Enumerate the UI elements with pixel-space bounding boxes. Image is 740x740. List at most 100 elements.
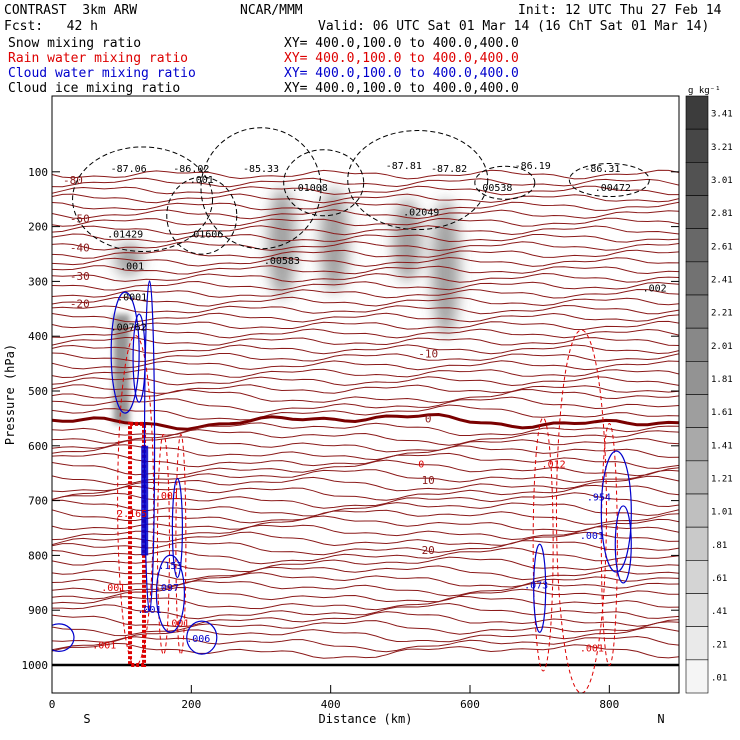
temperature-contour-line <box>52 272 679 283</box>
colorbar-label: 2.41 <box>711 275 733 285</box>
temperature-contour-line <box>52 459 679 477</box>
temperature-contour-line <box>52 344 679 355</box>
series-value-label: .006 <box>186 634 210 645</box>
legend-cloudice-label: Cloud ice mixing ratio <box>8 81 181 96</box>
colorbar-swatch <box>685 593 709 627</box>
temperature-contour-line <box>52 193 679 204</box>
series-value-label: .00583 <box>264 256 300 267</box>
model-name: CONTRAST 3km ARW <box>4 3 138 18</box>
series-value-label: .00762 <box>111 323 147 334</box>
cloud-water-contour <box>186 620 218 655</box>
temperature-contour-line <box>52 547 679 565</box>
temperature-label: -10 <box>418 348 438 361</box>
y-axis-label: Pressure (hPa) <box>3 344 17 445</box>
colorbar-label: 3.41 <box>711 110 733 120</box>
cloud-ice-contour <box>72 146 214 252</box>
legend-snow-xy: XY= 400.0,100.0 to 400.0,400.0 <box>284 36 519 51</box>
forecast-hour: Fcst: 42 h <box>4 19 98 34</box>
series-value-label: .153 <box>158 561 182 572</box>
series-value-label: .097 <box>155 583 179 594</box>
temperature-contour-line <box>52 360 679 371</box>
rain-contours <box>117 329 618 693</box>
series-value-label: .001 <box>190 175 214 186</box>
temperature-contour-line <box>52 265 679 275</box>
temperature-contour-line <box>52 452 679 469</box>
temperature-contour-line <box>52 296 679 307</box>
cloud-water-contours <box>52 280 632 655</box>
colorbar-swatch <box>685 493 709 528</box>
temperature-contour-line <box>52 499 679 517</box>
temperature-contour-line <box>52 280 679 291</box>
colorbar-swatch <box>685 526 709 561</box>
temperature-contour-line <box>52 201 679 211</box>
cloud-water-contour <box>614 505 632 584</box>
series-value-label: .00472 <box>595 183 631 194</box>
temperature-contour-line <box>52 635 679 653</box>
series-value-label: .001 <box>101 583 125 594</box>
rain-contour <box>175 433 187 655</box>
colorbar-label: .21 <box>711 640 727 650</box>
rain-contour <box>532 417 554 672</box>
cloud-ice-contour <box>200 127 322 250</box>
temperature-contour-line <box>52 312 679 323</box>
colorbar-label: .41 <box>711 607 727 617</box>
cloud-ice-contour <box>568 163 650 198</box>
temperature-contour-line <box>52 288 679 299</box>
temperature-contour-line <box>52 531 679 547</box>
series-value-label: .001 <box>580 643 604 654</box>
cloud-water-contour <box>600 450 632 573</box>
series-value-label: .01008 <box>292 183 328 194</box>
y-tick-label: 400 <box>28 330 48 343</box>
colorbar-unit: g kg⁻¹ <box>688 86 721 96</box>
temperature-contour-line <box>52 422 679 436</box>
colorbar-label: 1.21 <box>711 474 733 484</box>
legend-cloudice-xy: XY= 400.0,100.0 to 400.0,400.0 <box>284 81 519 96</box>
temperature-label: 10 <box>422 474 435 487</box>
series-value-label: 2.165 <box>117 509 147 520</box>
temperature-contour-line <box>52 475 679 493</box>
colorbar-label: 3.21 <box>711 143 733 153</box>
y-tick-label: 200 <box>28 221 48 234</box>
temperature-contour-line <box>52 540 679 556</box>
colorbar-swatch <box>685 361 709 395</box>
temperature-contour-line <box>52 565 679 581</box>
x-tick-label: 0 <box>49 698 56 711</box>
series-value-label: .001 <box>580 531 604 542</box>
temperature-contour-line <box>52 249 679 259</box>
series-value-label: -87.06 <box>111 164 147 175</box>
colorbar-swatch <box>685 460 709 495</box>
temperature-contour-line <box>52 515 679 533</box>
temperature-contour-line <box>52 304 679 315</box>
cloud-ice-contour <box>283 149 365 217</box>
temperature-contour-line <box>52 509 679 525</box>
x-tick-label: 600 <box>460 698 480 711</box>
x-end-label-right: N <box>657 712 664 726</box>
series-value-label: .0001 <box>117 293 147 304</box>
temperature-contour-line <box>52 436 679 453</box>
colorbar-label: 2.01 <box>711 342 733 352</box>
temperature-contour-line <box>52 177 679 188</box>
temperature-contour-line <box>52 444 679 461</box>
init-time: Init: 12 UTC Thu 27 Feb 14 <box>518 3 722 18</box>
y-tick-label: 900 <box>28 604 48 617</box>
series-value-label: .00538 <box>476 183 512 194</box>
temperature-contour-line <box>52 169 679 180</box>
series-value-label: .012 <box>542 460 566 471</box>
rain-contour <box>600 422 618 666</box>
snow-mark <box>320 188 349 293</box>
temperature-contour-line <box>52 352 679 362</box>
temperature-contour-line <box>52 429 679 446</box>
colorbar-swatch <box>685 228 709 263</box>
temperature-contour-line <box>52 233 679 243</box>
colorbar-label: .01 <box>711 673 727 683</box>
series-value-label: .001 <box>120 261 144 272</box>
legend-cloudwater-xy: XY= 400.0,100.0 to 400.0,400.0 <box>284 66 519 81</box>
y-tick-label: 800 <box>28 549 48 562</box>
temperature-contour-line <box>52 209 679 220</box>
temperature-contour-line <box>52 217 679 227</box>
valid-time: Valid: 06 UTC Sat 01 Mar 14 (16 ChT Sat … <box>318 19 710 34</box>
legend-snow-label: Snow mixing ratio <box>8 36 142 51</box>
rain-contour <box>156 433 170 655</box>
legend-cloudwater-label: Cloud water mixing ratio <box>8 66 196 81</box>
